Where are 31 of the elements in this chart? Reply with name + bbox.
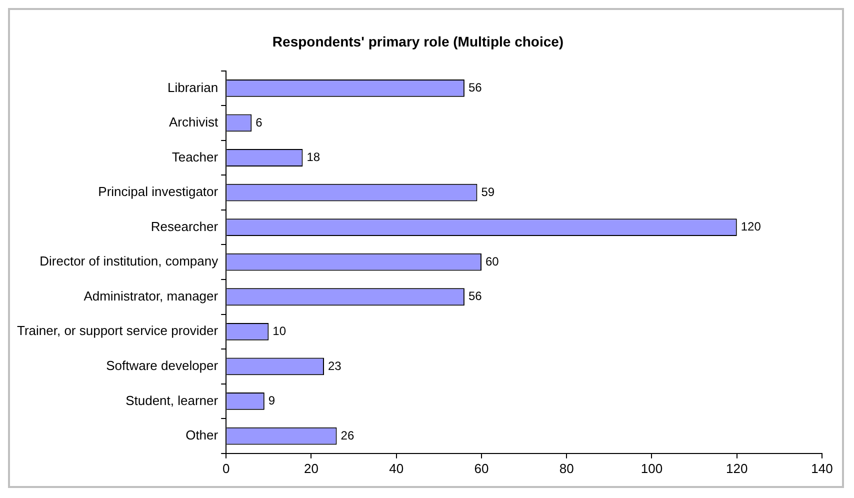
- x-tick-label: 140: [811, 460, 833, 476]
- y-tick-label: Principal investigator: [98, 184, 219, 200]
- data-label: 9: [268, 394, 276, 408]
- x-tick-label: 0: [222, 460, 230, 476]
- data-label: 18: [306, 150, 320, 164]
- data-label: 60: [485, 254, 500, 268]
- y-tick-label: Director of institution, company: [40, 254, 219, 269]
- data-label: 120: [740, 220, 762, 234]
- data-label: 56: [468, 80, 482, 95]
- y-tick-label: Trainer, or support service provider: [16, 323, 219, 338]
- data-label: 6: [256, 115, 263, 130]
- y-tick-label: Librarian: [168, 80, 218, 95]
- data-label: 26: [340, 428, 354, 442]
- y-tick-label: Software developer: [106, 358, 219, 374]
- x-tick-label: 60: [474, 460, 489, 476]
- x-tick-label: 40: [389, 460, 404, 476]
- y-tick-label: Student, learner: [126, 392, 219, 408]
- data-label: 23: [328, 358, 342, 373]
- chart-title: Respondents' primary role (Multiple choice): [272, 33, 564, 50]
- data-label: 10: [272, 324, 286, 338]
- data-label: 56: [468, 289, 482, 304]
- y-tick-label: Archivist: [168, 114, 218, 130]
- y-tick-label: Teacher: [172, 149, 219, 164]
- y-tick-label: Other: [186, 428, 219, 443]
- x-tick-label: 80: [559, 460, 574, 476]
- x-tick-label: 120: [726, 460, 748, 476]
- x-tick-label: 20: [304, 460, 318, 476]
- y-tick-label: Researcher: [150, 218, 219, 234]
- x-tick-label: 100: [640, 460, 663, 476]
- data-label: 59: [481, 184, 495, 199]
- y-tick-label: Administrator, manager: [84, 288, 219, 304]
